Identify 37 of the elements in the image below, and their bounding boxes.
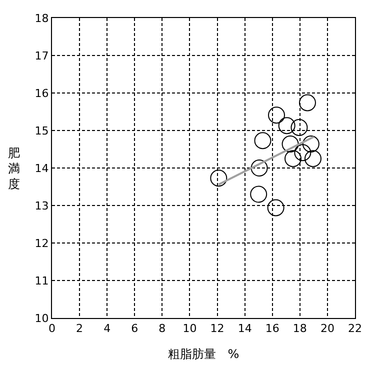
point bbox=[284, 150, 302, 168]
x-axis-title: 粗脂肪量 % bbox=[168, 347, 240, 362]
point bbox=[302, 136, 320, 152]
y-tick-label: 14 bbox=[34, 162, 49, 175]
y-tick-label: 16 bbox=[34, 86, 49, 100]
x-tick-label: 0 bbox=[48, 322, 56, 336]
point bbox=[267, 199, 284, 216]
x-tick-label: 2 bbox=[76, 322, 84, 336]
y-tick-label: 18 bbox=[34, 12, 49, 25]
x-tick-label: 18 bbox=[292, 322, 307, 336]
x-tick-label: 8 bbox=[158, 322, 166, 336]
x-tick-label: 14 bbox=[238, 322, 252, 336]
point bbox=[282, 136, 299, 152]
y-tick-label: 10 bbox=[34, 312, 49, 325]
point bbox=[250, 160, 268, 176]
x-tick-label: 4 bbox=[104, 322, 111, 336]
y-tick-label: 15 bbox=[34, 124, 49, 138]
x-tick-label: 22 bbox=[348, 322, 362, 336]
y-axis-title: 肥満度 bbox=[8, 146, 20, 192]
point bbox=[268, 106, 285, 124]
y-tick-label: 17 bbox=[34, 49, 49, 62]
point bbox=[250, 186, 268, 203]
point bbox=[298, 94, 316, 112]
x-tick-label: 12 bbox=[210, 322, 224, 336]
point bbox=[290, 119, 308, 136]
x-tick-label: 16 bbox=[265, 322, 280, 336]
point bbox=[304, 150, 322, 168]
point bbox=[254, 132, 272, 150]
point bbox=[278, 117, 296, 134]
y-tick-label: 12 bbox=[34, 236, 49, 250]
x-tick-label: 6 bbox=[131, 322, 138, 336]
x-tick-label: 10 bbox=[182, 322, 197, 336]
y-tick-label: 13 bbox=[34, 199, 49, 212]
point bbox=[294, 144, 312, 162]
point bbox=[210, 170, 228, 187]
x-tick-label: 20 bbox=[320, 322, 334, 336]
y-tick-label: 11 bbox=[34, 274, 49, 288]
